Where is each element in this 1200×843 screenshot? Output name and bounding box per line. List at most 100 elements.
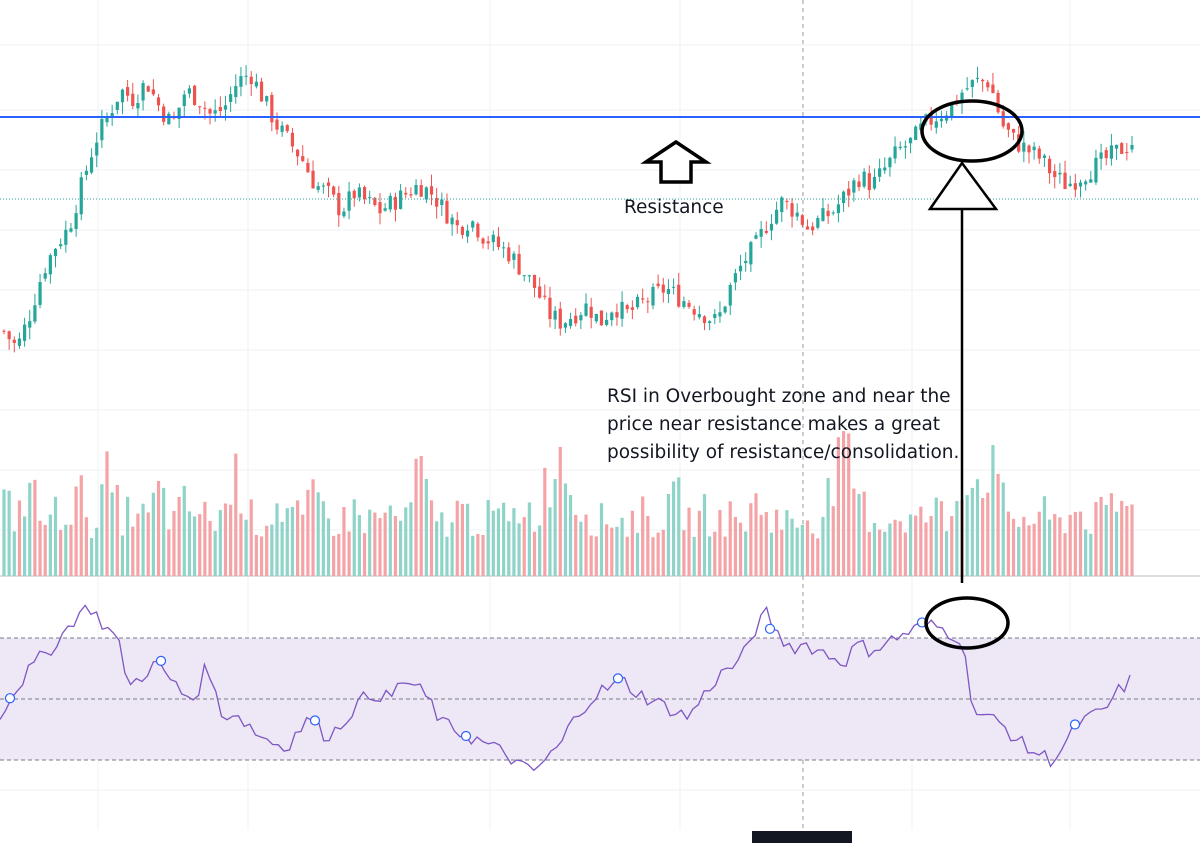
candle-body (939, 118, 944, 122)
volume-bar (162, 487, 166, 576)
volume-bar (347, 531, 351, 576)
candle-body (759, 228, 763, 237)
volume-bar (337, 533, 341, 576)
candle-body (548, 297, 552, 319)
volume-bar (326, 518, 331, 576)
candle-body (785, 200, 789, 202)
volume-bar (692, 536, 696, 576)
volume-bar (538, 525, 542, 576)
volume-bar (795, 527, 799, 576)
volume-bar (151, 492, 155, 576)
candle-body (1073, 183, 1077, 190)
candle-body (970, 79, 974, 88)
volume-bar (295, 500, 300, 576)
candle-body (1032, 146, 1036, 151)
candle-body (187, 88, 192, 94)
volume-bar (126, 496, 130, 576)
volume-bar (847, 433, 851, 576)
resistance-label: Resistance (624, 197, 724, 218)
candle-body (399, 190, 403, 209)
volume-bar (841, 431, 846, 576)
candle-body (589, 306, 593, 318)
volume-bar (182, 485, 186, 576)
volume-bar (620, 517, 624, 576)
candle-body (507, 247, 511, 262)
candle-body (419, 185, 423, 197)
volume-bar (234, 453, 238, 576)
volume-bar (383, 512, 387, 576)
candle-body (517, 253, 521, 275)
volume-bar (455, 500, 459, 576)
volume-bar (280, 521, 284, 576)
candle-body (692, 309, 696, 315)
candle-body (1104, 150, 1108, 159)
candle-body (687, 302, 691, 307)
candle-body (409, 194, 413, 196)
volume-bar (625, 536, 629, 576)
candle-body (388, 195, 392, 210)
volume-bar (7, 490, 11, 576)
volume-bar (1130, 504, 1134, 576)
candle-body (270, 94, 274, 123)
candle-body (7, 331, 11, 340)
volume-bar (388, 505, 392, 576)
candle-body (1094, 157, 1098, 183)
volume-bar (414, 458, 418, 576)
candle-body (538, 286, 542, 298)
candle-body (162, 106, 166, 122)
candle-body (110, 113, 114, 118)
rsi-signal-marker (155, 655, 167, 666)
candle-body (934, 121, 938, 128)
volume-bar (826, 478, 830, 576)
volume-bar (955, 501, 959, 576)
candle-body (146, 86, 150, 92)
volume-bar (357, 515, 361, 576)
volume-bar (1011, 518, 1016, 576)
volume-bar (429, 500, 434, 576)
candle-body (17, 338, 22, 346)
volume-bar (146, 512, 150, 576)
up-arrow-icon (640, 139, 712, 184)
candle-body (12, 339, 16, 343)
rsi-signal-marker (309, 715, 321, 726)
candle-body (131, 93, 135, 106)
volume-bar (48, 514, 52, 576)
volume-bar (362, 533, 367, 576)
candle-body (445, 200, 449, 224)
volume-bar (872, 523, 877, 576)
candle-body (646, 301, 650, 303)
volume-bar (862, 491, 866, 576)
candle-body (656, 283, 660, 287)
candle-body (424, 187, 428, 200)
candle-body (38, 282, 42, 305)
volume-bar (903, 532, 907, 576)
volume-bar (749, 503, 753, 576)
candle-body (1089, 179, 1093, 183)
volume-bar (424, 478, 428, 576)
volume-bar (33, 479, 37, 576)
chart-overlays (0, 99, 1200, 650)
volume-bar (1022, 516, 1026, 576)
volume-bar (553, 479, 557, 576)
candle-body (491, 234, 495, 243)
volume-bar (440, 512, 444, 576)
volume-bar (908, 514, 913, 576)
candle-body (2, 330, 6, 332)
volume-bar (1027, 525, 1031, 576)
volume-bar (532, 531, 537, 576)
candle-body (295, 149, 300, 157)
volume-bar (800, 524, 804, 576)
candle-body (965, 88, 969, 90)
candle-body (79, 177, 83, 215)
volume-bar (311, 479, 315, 576)
candle-body (950, 103, 954, 118)
volume-bar (12, 531, 16, 576)
candle-body (213, 110, 217, 114)
candle-body (23, 324, 27, 341)
volume-bar (53, 496, 58, 576)
volume-bar (306, 489, 310, 576)
candle-body (347, 191, 351, 211)
rsi-signal-marker (4, 693, 16, 704)
candle-body (126, 87, 130, 96)
